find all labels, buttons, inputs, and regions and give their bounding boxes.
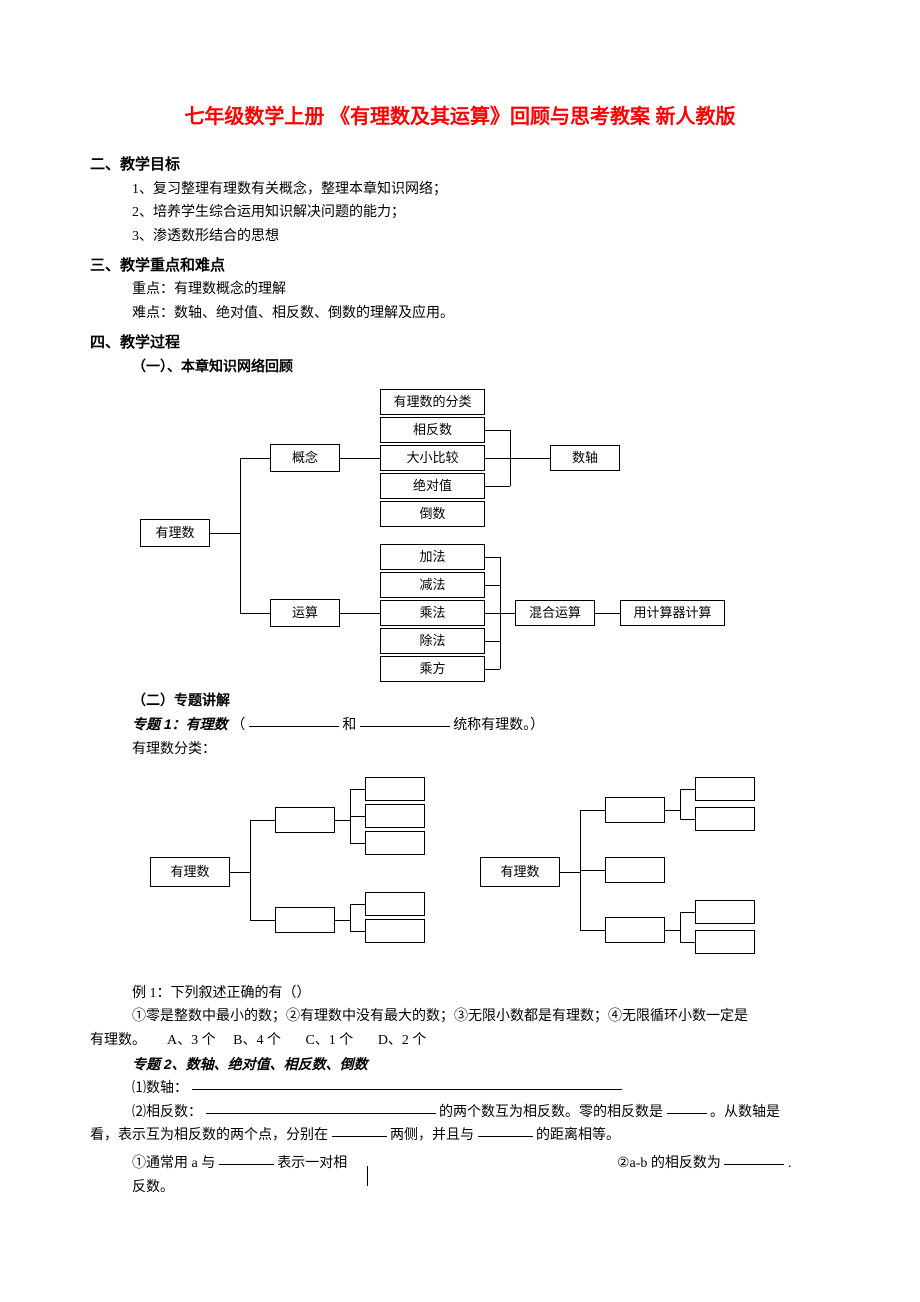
section-two-item: 3、渗透数形结合的思想 [90,225,830,249]
empty-box [605,797,665,823]
topic-2-line3: 看，表示互为相反数的两个点，分别在 两侧，并且与 的距离相等。 [90,1124,830,1148]
topic-1-line: 专题 1：有理数 （ 和 统称有理数。） [90,713,830,738]
section-two-item: 1、复习整理有理数有关概念，整理本章知识网络； [90,178,830,202]
topic-2-line4-left: ①通常用 a 与 表示一对相反数。 [132,1152,359,1200]
empty-box [275,807,335,833]
empty-box [275,907,335,933]
node-root-left: 有理数 [150,857,230,887]
option-c: C、1 个 [305,1033,353,1048]
example-1-body: ①零是整数中最小的数；②有理数中没有最大的数；③无限小数都是有理数；④无限循环小… [90,1005,830,1029]
fill-blank[interactable] [249,712,339,727]
example-1-body2: 有理数。 A、3 个 B、4 个 C、1 个 D、2 个 [90,1029,830,1053]
node-c2: 除法 [380,628,485,654]
example-1-question: 例 1：下列叙述正确的有（） [90,982,830,1006]
fill-blank[interactable] [219,1150,274,1165]
empty-box [695,900,755,924]
node-axis: 数轴 [550,445,620,471]
column-separator [367,1166,595,1186]
text: ①通常用 a 与 [132,1156,215,1171]
node-c2: 乘方 [380,656,485,682]
text: 的两个数互为相反数。零的相反数是 [439,1105,663,1120]
text: ⑵相反数： [132,1105,202,1120]
classification-diagram: 有理数 有理数 [150,772,830,972]
text: 。从数轴是 [710,1105,780,1120]
node-c1: 相反数 [380,417,485,443]
node-c1: 绝对值 [380,473,485,499]
text: . [788,1156,792,1171]
node-concept: 概念 [270,444,340,472]
node-root: 有理数 [140,519,210,547]
section-four-heading: 四、教学过程 [90,330,830,356]
section-two-item: 2、培养学生综合运用知识解决问题的能力； [90,201,830,225]
node-c1: 有理数的分类 [380,389,485,415]
text: ②a-b 的相反数为 [617,1156,721,1171]
empty-box [695,930,755,954]
fill-blank[interactable] [667,1099,707,1114]
section-three-item: 难点：数轴、绝对值、相反数、倒数的理解及应用。 [90,302,830,326]
option-d: D、2 个 [378,1033,427,1048]
text: ⑴数轴： [132,1081,188,1096]
text: 有理数。 [90,1033,146,1048]
node-c2: 乘法 [380,600,485,626]
topic-2-line1: ⑴数轴： [90,1077,830,1101]
section-three-heading: 三、教学重点和难点 [90,253,830,279]
text: （ [231,718,245,733]
fill-blank[interactable] [360,712,450,727]
fill-blank[interactable] [478,1122,533,1137]
section-three-item: 重点：有理数概念的理解 [90,278,830,302]
topic-2-line4: ①通常用 a 与 表示一对相反数。 ②a-b 的相反数为 . [90,1152,830,1200]
node-c2: 减法 [380,572,485,598]
node-calc: 用计算器计算 [620,600,725,626]
empty-box [365,804,425,828]
empty-box [695,777,755,801]
empty-box [365,892,425,916]
topic-1-head: 专题 1：有理数 [132,716,228,732]
section-four-sub1: （一）、本章知识网络回顾 [90,355,830,379]
node-c1: 大小比较 [380,445,485,471]
empty-box [365,777,425,801]
node-root-right: 有理数 [480,857,560,887]
topic-2-line2: ⑵相反数： 的两个数互为相反数。零的相反数是 。从数轴是 [90,1101,830,1125]
section-four-sub2: （二）专题讲解 [90,689,830,713]
empty-box [605,917,665,943]
section-two-heading: 二、教学目标 [90,152,830,178]
node-c2: 加法 [380,544,485,570]
knowledge-network-diagram: 有理数 概念 运算 有理数的分类 相反数 大小比较 绝对值 倒数 加法 减法 乘… [140,389,830,679]
empty-box [365,919,425,943]
topic-1-classify: 有理数分类： [90,738,830,762]
option-a: A、3 个 [167,1033,216,1048]
option-b: B、4 个 [233,1033,281,1048]
text: 的距离相等。 [536,1128,620,1143]
empty-box [605,857,665,883]
node-operation: 运算 [270,599,340,627]
topic-2-line4-right: ②a-b 的相反数为 . [603,1152,830,1200]
fill-blank[interactable] [192,1075,622,1090]
text: 和 [342,718,356,733]
text: 看，表示互为相反数的两个点，分别在 [90,1128,328,1143]
fill-blank[interactable] [724,1150,784,1165]
empty-box [365,831,425,855]
text: 统称有理数。） [453,718,544,733]
fill-blank[interactable] [206,1099,436,1114]
topic-2-head: 专题 2、数轴、绝对值、相反数、倒数 [90,1053,830,1077]
node-mix: 混合运算 [515,600,595,626]
empty-box [695,807,755,831]
fill-blank[interactable] [332,1122,387,1137]
node-c1: 倒数 [380,501,485,527]
page-title: 七年级数学上册 《有理数及其运算》回顾与思考教案 新人教版 [90,100,830,134]
text: 两侧，并且与 [390,1128,474,1143]
